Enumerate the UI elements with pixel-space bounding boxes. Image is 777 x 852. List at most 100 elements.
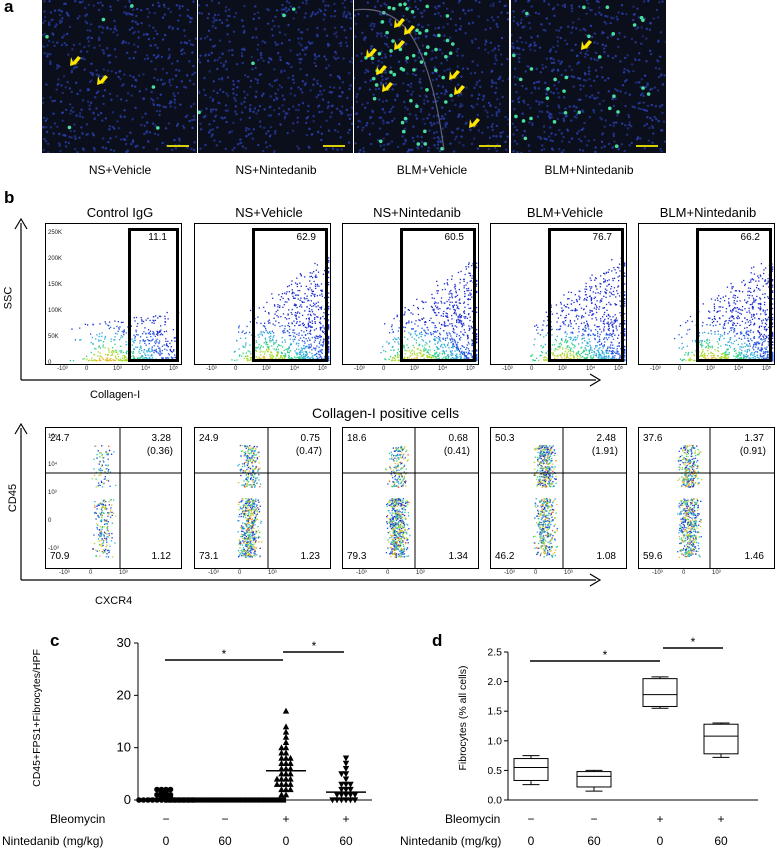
scale-bar [636, 145, 658, 147]
data-point [163, 797, 170, 803]
x-tick-label: 10⁴ [734, 366, 744, 372]
y-tick-label: -10³ [48, 546, 59, 552]
y-tick-label: 2.0 [488, 676, 502, 688]
data-point [282, 744, 290, 751]
panel-d-label: d [432, 631, 443, 650]
data-point [333, 797, 341, 804]
gate-percentage: 60.5 [444, 232, 464, 243]
data-point [282, 749, 290, 756]
micrograph-image [354, 0, 509, 153]
data-point [282, 723, 290, 730]
row-label-nintedanib: Nintedanib (mg/kg) [2, 834, 104, 848]
bleomycin-value: + [717, 812, 725, 826]
image-label: NS+Vehicle [88, 163, 152, 177]
data-point [282, 791, 290, 798]
y-axis-label-cd45: CD45 [7, 483, 20, 513]
data-point [278, 775, 285, 782]
panel-a-label: a [4, 0, 14, 16]
row-label-bleomycin: Bleomycin [445, 812, 501, 826]
nintedanib-value: 0 [656, 834, 664, 848]
data-point [287, 786, 294, 793]
quadrant-percentage: 24.9 [199, 433, 219, 444]
data-point [342, 766, 350, 772]
x-tick-label: 10⁵ [318, 366, 328, 372]
quadrant-percentage: 37.6 [643, 433, 663, 444]
x-tick-label: 0 [386, 570, 390, 576]
micrograph-image [198, 0, 353, 153]
x-tick-label: 10⁵ [169, 366, 179, 372]
data-point [342, 755, 350, 762]
quadrant-percentage: (1.91) [591, 446, 618, 457]
quadrant-percentage: 0.75 [300, 433, 320, 444]
x-tick-label: 0 [234, 366, 238, 372]
y-tick-label: 200K [48, 256, 63, 262]
data-point [347, 786, 354, 793]
panel-a-images [42, 0, 667, 154]
micrograph-image [42, 0, 197, 153]
gate-percentage: 66.2 [740, 232, 760, 243]
x-tick-label: 10⁵ [762, 366, 772, 372]
data-point [273, 775, 281, 782]
y-tick-label: 10³ [48, 490, 57, 496]
x-tick-label: 10⁴ [290, 366, 300, 372]
row-label-nintedanib: Nintedanib (mg/kg) [400, 834, 502, 848]
data-point [195, 797, 201, 803]
facs-title: BLM+Nintedanib [659, 205, 757, 220]
x-tick-label: 0 [534, 570, 538, 576]
gate-box [252, 228, 328, 362]
nintedanib-value: 60 [218, 834, 232, 848]
box-whisker [513, 755, 549, 786]
data-point [136, 797, 142, 803]
x-tick-label: 0 [89, 570, 93, 576]
gate-percentage: 62.9 [296, 232, 316, 243]
data-point [338, 792, 345, 799]
nintedanib-value: 60 [587, 834, 601, 848]
quadrant-percentage: 1.12 [151, 551, 171, 562]
x-tick-label: 10³ [268, 570, 277, 576]
x-tick-label: 10³ [558, 366, 567, 372]
scatter-chart: 0 10 20 30 * * [117, 635, 372, 807]
data-point [351, 797, 359, 804]
x-tick-label: -10³ [502, 366, 513, 372]
data-point [273, 780, 281, 787]
nintedanib-value: 60 [339, 834, 353, 848]
data-point [338, 781, 345, 788]
nintedanib-value: 0 [162, 834, 170, 848]
data-point [278, 754, 285, 761]
bleomycin-value: − [221, 812, 229, 826]
facs-quadrant-plot: 24.9 0.75 (0.47) 73.1 1.23 [194, 427, 331, 569]
x-tick-label: 10⁴ [141, 366, 151, 372]
quadrant-percentage: (0.47) [295, 446, 322, 457]
facs-quadrant-plot: 18.6 0.68 (0.41) 79.3 1.34 [342, 427, 479, 569]
data-point [278, 791, 285, 798]
box-whisker [703, 722, 739, 758]
facs-title: NS+Nintedanib [373, 205, 461, 220]
data-point [287, 775, 294, 782]
x-tick-label: -10³ [208, 570, 219, 576]
y-axis-label-ssc: SSC [2, 286, 15, 310]
facs-plot: 62.9 [194, 223, 331, 365]
data-point [177, 797, 183, 803]
x-tick-label: -10³ [57, 366, 68, 372]
x-tick-label: 0 [678, 366, 682, 372]
facs-title: Control IgG [86, 205, 154, 220]
box-whisker [576, 769, 612, 792]
data-point [342, 771, 350, 778]
gate-box [400, 228, 476, 362]
y-tick-label: 1.0 [488, 735, 502, 747]
data-point [167, 786, 174, 793]
x-tick-label: -10³ [650, 366, 661, 372]
data-point [282, 754, 290, 761]
row-label-bleomycin: Bleomycin [50, 812, 106, 826]
scale-bar [167, 145, 189, 147]
quadrant-percentage: 79.3 [347, 551, 367, 562]
bleomycin-value: + [282, 812, 290, 826]
x-tick-label: -10³ [354, 366, 365, 372]
data-point [278, 744, 285, 751]
x-tick-label: 10³ [119, 570, 128, 576]
y-tick-label: 250K [48, 230, 63, 236]
x-tick-label: 0 [238, 570, 242, 576]
quadrant-percentage: 1.46 [744, 551, 764, 562]
y-tick-label: 10⁴ [48, 462, 58, 468]
y-tick-label: 0 [48, 518, 52, 524]
